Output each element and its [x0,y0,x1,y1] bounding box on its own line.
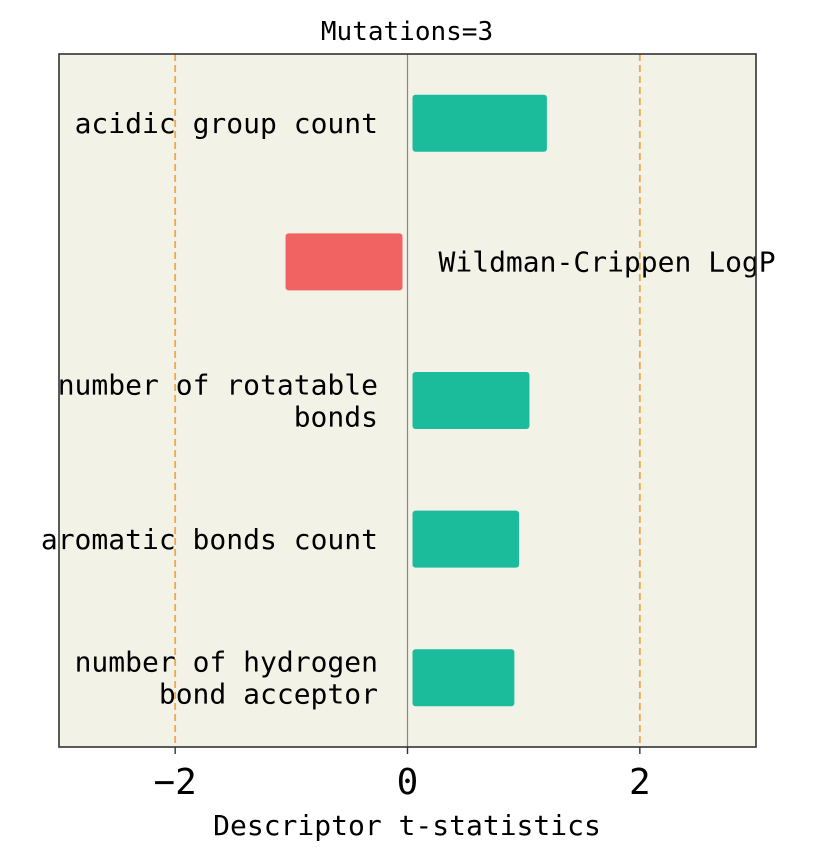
bar-label-line: Wildman-Crippen LogP [439,246,776,279]
bar-label-line: bond acceptor [159,678,378,711]
bar [412,372,530,429]
bar-label-line: acidic group count [75,107,378,140]
x-tick-label: 2 [629,762,651,803]
bar [412,94,547,152]
bar [285,233,403,291]
bar-label: aromatic bonds count [41,523,378,556]
bar [412,510,520,568]
bar [412,649,515,707]
x-axis-label: Descriptor t-statistics [213,809,601,842]
x-tick-label: 0 [397,762,419,803]
bar-label: acidic group count [75,107,378,140]
bar-label-line: number of hydrogen [75,646,378,679]
bar-label: Wildman-Crippen LogP [439,246,776,279]
bar-label-line: aromatic bonds count [41,523,378,556]
chart-title: Mutations=3 [321,17,493,47]
bar-label-line: number of rotatable [58,368,378,401]
x-tick-label: −2 [153,762,196,803]
bar-label-line: bonds [294,400,378,433]
